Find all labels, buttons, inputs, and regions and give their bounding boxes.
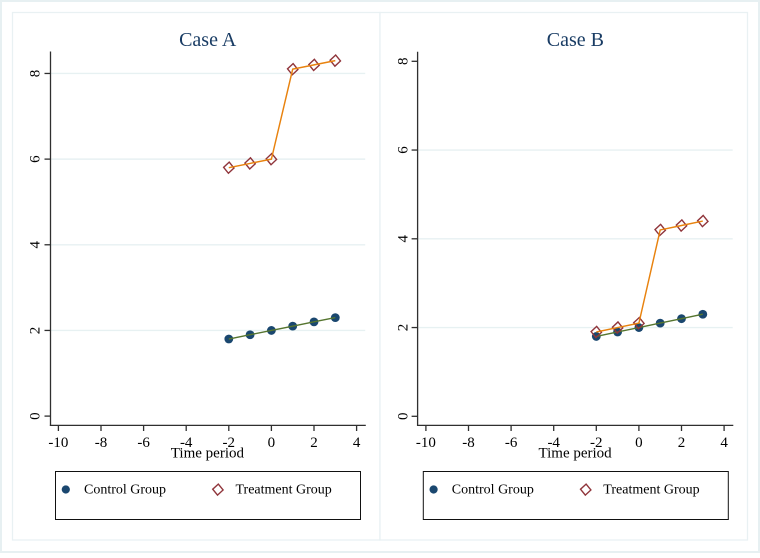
svg-text:-6: -6 [505, 435, 518, 451]
svg-text:0: 0 [28, 412, 44, 420]
svg-text:-6: -6 [137, 435, 150, 451]
svg-text:-8: -8 [462, 435, 475, 451]
svg-text:6: 6 [395, 146, 411, 154]
svg-text:Case A: Case A [179, 29, 237, 51]
svg-text:6: 6 [28, 155, 44, 163]
svg-text:-4: -4 [547, 435, 560, 451]
svg-text:0: 0 [635, 435, 643, 451]
svg-text:-10: -10 [48, 435, 68, 451]
svg-text:-10: -10 [416, 435, 436, 451]
svg-text:2: 2 [678, 435, 686, 451]
svg-text:8: 8 [395, 58, 411, 66]
svg-text:Treatment Group: Treatment Group [603, 482, 699, 497]
svg-text:Case B: Case B [547, 29, 604, 51]
svg-text:0: 0 [268, 435, 276, 451]
svg-text:-8: -8 [95, 435, 108, 451]
svg-text:Treatment Group: Treatment Group [236, 482, 332, 497]
svg-text:Time period: Time period [538, 445, 612, 461]
svg-text:0: 0 [395, 413, 411, 421]
svg-text:Time period: Time period [171, 445, 245, 461]
svg-text:-4: -4 [180, 435, 193, 451]
svg-text:2: 2 [395, 324, 411, 332]
svg-text:8: 8 [28, 70, 44, 78]
svg-text:Control Group: Control Group [84, 482, 166, 497]
svg-text:2: 2 [310, 435, 318, 451]
svg-text:2: 2 [28, 327, 44, 335]
svg-text:4: 4 [395, 235, 411, 243]
svg-text:4: 4 [353, 435, 361, 451]
svg-text:-2: -2 [590, 435, 603, 451]
svg-text:4: 4 [720, 435, 728, 451]
svg-text:-2: -2 [223, 435, 236, 451]
svg-text:4: 4 [28, 241, 44, 249]
svg-text:Control Group: Control Group [452, 482, 534, 497]
